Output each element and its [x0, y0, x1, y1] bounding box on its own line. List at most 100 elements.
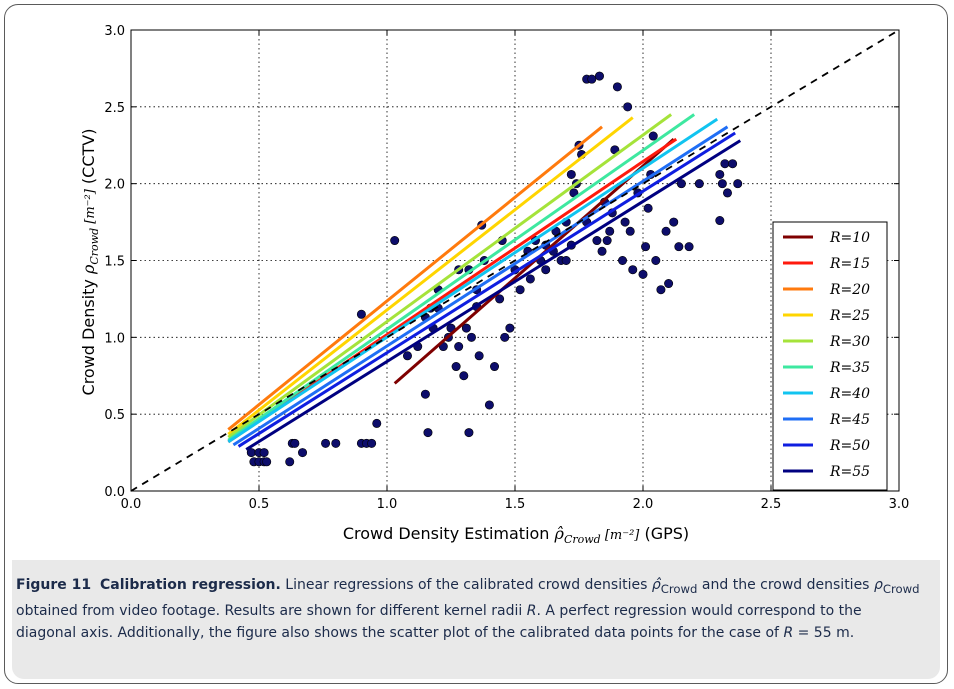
y-tick-label: 1.5 [104, 255, 125, 270]
y-tick-label: 1.0 [104, 331, 125, 346]
scatter-point [605, 226, 615, 236]
scatter-point [331, 438, 341, 448]
figure-caption: Figure 11 Calibration regression. Linear… [16, 574, 921, 644]
legend-label: R=45 [829, 412, 870, 428]
scatter-point [656, 285, 666, 295]
scatter-point [262, 457, 272, 467]
scatter-point [661, 226, 671, 236]
caption-symbol-R: R [526, 602, 537, 619]
regression-line-R45 [232, 125, 729, 447]
scatter-point [664, 279, 674, 289]
scatter-point [628, 265, 638, 275]
x-tick-label: 1.0 [377, 497, 398, 512]
y-tick-label: 2.5 [104, 101, 125, 116]
caption-text-5: = 55 m. [793, 624, 855, 641]
scatter-point [715, 169, 725, 179]
caption-symbol-R-2: R [783, 624, 794, 641]
caption-symbol-rho: ρ [873, 577, 883, 593]
caption-text-1: Linear regressions of the calibrated cro… [280, 577, 652, 593]
scatter-point [566, 169, 576, 179]
legend-label: R=50 [829, 438, 870, 454]
chart: 0.0 0.5 1.0 1.5 2.0 2.5 3.0 0.0 0.5 1.0 1.5 2.0 2.5 3… [79, 24, 909, 546]
scatter-point [454, 342, 464, 352]
scatter-point [464, 428, 474, 438]
caption-text-4: . A perfect regression would correspond … [16, 602, 862, 641]
scatter-point [676, 179, 686, 189]
scatter-point [684, 242, 694, 252]
y-tick-label: 0.0 [104, 485, 125, 500]
scatter-point [356, 309, 366, 319]
caption-figure-label: Figure 11 [16, 577, 92, 593]
scatter-point [290, 438, 300, 448]
scatter-point [620, 217, 630, 227]
scatter-point [495, 294, 505, 304]
regression-line-R25 [227, 116, 634, 436]
y-tick-label: 3.0 [104, 24, 125, 39]
regression-line-R35 [227, 113, 696, 442]
regression-line-R40 [227, 117, 719, 444]
scatter-point [515, 285, 525, 295]
scatter-point [638, 269, 648, 279]
scatter-point [651, 255, 661, 265]
scatter-point [717, 179, 727, 189]
legend-label: R=10 [829, 230, 870, 246]
legend-label: R=30 [829, 334, 870, 350]
legend-label: R=55 [829, 464, 870, 480]
scatter-point [728, 159, 738, 169]
caption-subscript-1: Crowd [660, 581, 698, 596]
caption-box [12, 560, 940, 679]
scatter-point [390, 236, 400, 246]
regression-lines [227, 113, 742, 451]
caption-subscript-2: Crowd [882, 581, 920, 596]
scatter-point [500, 332, 510, 342]
scatter-point [505, 323, 515, 333]
x-tick-label: 0.5 [249, 497, 270, 512]
regression-line-R30 [227, 113, 673, 439]
x-tick-label: 3.0 [889, 497, 910, 512]
scatter-point [561, 255, 571, 265]
scatter-point [490, 362, 500, 372]
scatter-point [259, 448, 269, 458]
legend-label: R=15 [829, 256, 870, 272]
scatter-point [461, 323, 471, 333]
scatter-point [674, 242, 684, 252]
y-tick-label: 2.0 [104, 178, 125, 193]
scatter-point [321, 438, 331, 448]
x-axis-title: Crowd Density Estimation ρ̂Crowd [m⁻²] (… [343, 524, 689, 546]
caption-text-3: obtained from video footage. Results are… [16, 602, 527, 619]
scatter-point [451, 362, 461, 372]
x-tick-label: 2.0 [633, 497, 654, 512]
y-axis-title: Crowd Density ρCrowd [m⁻²] (CCTV) [79, 129, 101, 396]
regression-line-R20 [227, 125, 603, 431]
scatter-point [733, 179, 743, 189]
scatter-point [466, 332, 476, 342]
x-tick-label: 2.5 [761, 497, 782, 512]
scatter-point [285, 457, 295, 467]
caption-text-2: and the crowd densities [697, 577, 874, 593]
caption-title: Calibration regression. [100, 577, 281, 593]
scatter-point [602, 236, 612, 246]
regression-line-R55 [245, 139, 742, 451]
regression-line-R50 [237, 131, 736, 448]
legend-label: R=35 [829, 360, 870, 376]
scatter-point [587, 74, 597, 84]
caption-symbol-rho-hat: ρ̂ [651, 577, 661, 593]
x-tick-label: 0.0 [121, 497, 142, 512]
scatter-point [367, 438, 377, 448]
scatter-point [459, 371, 469, 381]
legend-label: R=20 [829, 282, 870, 298]
scatter-point [372, 418, 382, 428]
x-tick-label: 1.5 [505, 497, 526, 512]
scatter-point [541, 265, 551, 275]
diagonal-reference-line [130, 29, 900, 492]
scatter-point [474, 351, 484, 361]
scatter-point [648, 131, 658, 141]
scatter-point [722, 188, 732, 198]
scatter-point [618, 255, 628, 265]
scatter-point [643, 203, 653, 213]
scatter-point [694, 179, 704, 189]
scatter-point [623, 102, 633, 112]
scatter-point [594, 71, 604, 81]
plot-area: 0.0 0.5 1.0 1.5 2.0 2.5 3.0 0.0 0.5 1.0 1.5 2.0 2.5 3… [104, 24, 909, 512]
scatter-point [612, 82, 622, 92]
